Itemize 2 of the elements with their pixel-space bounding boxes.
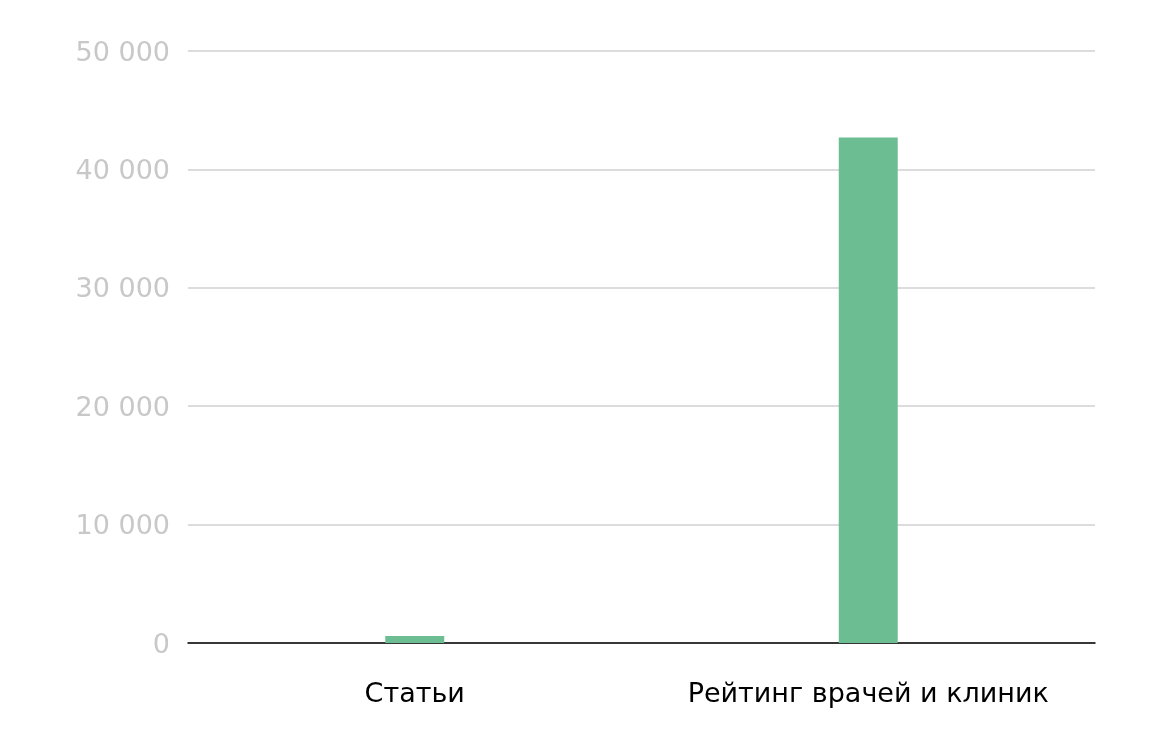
x-tick-label: Статьи [364, 677, 465, 708]
x-tick-label: Рейтинг врачей и клиник [687, 677, 1049, 708]
